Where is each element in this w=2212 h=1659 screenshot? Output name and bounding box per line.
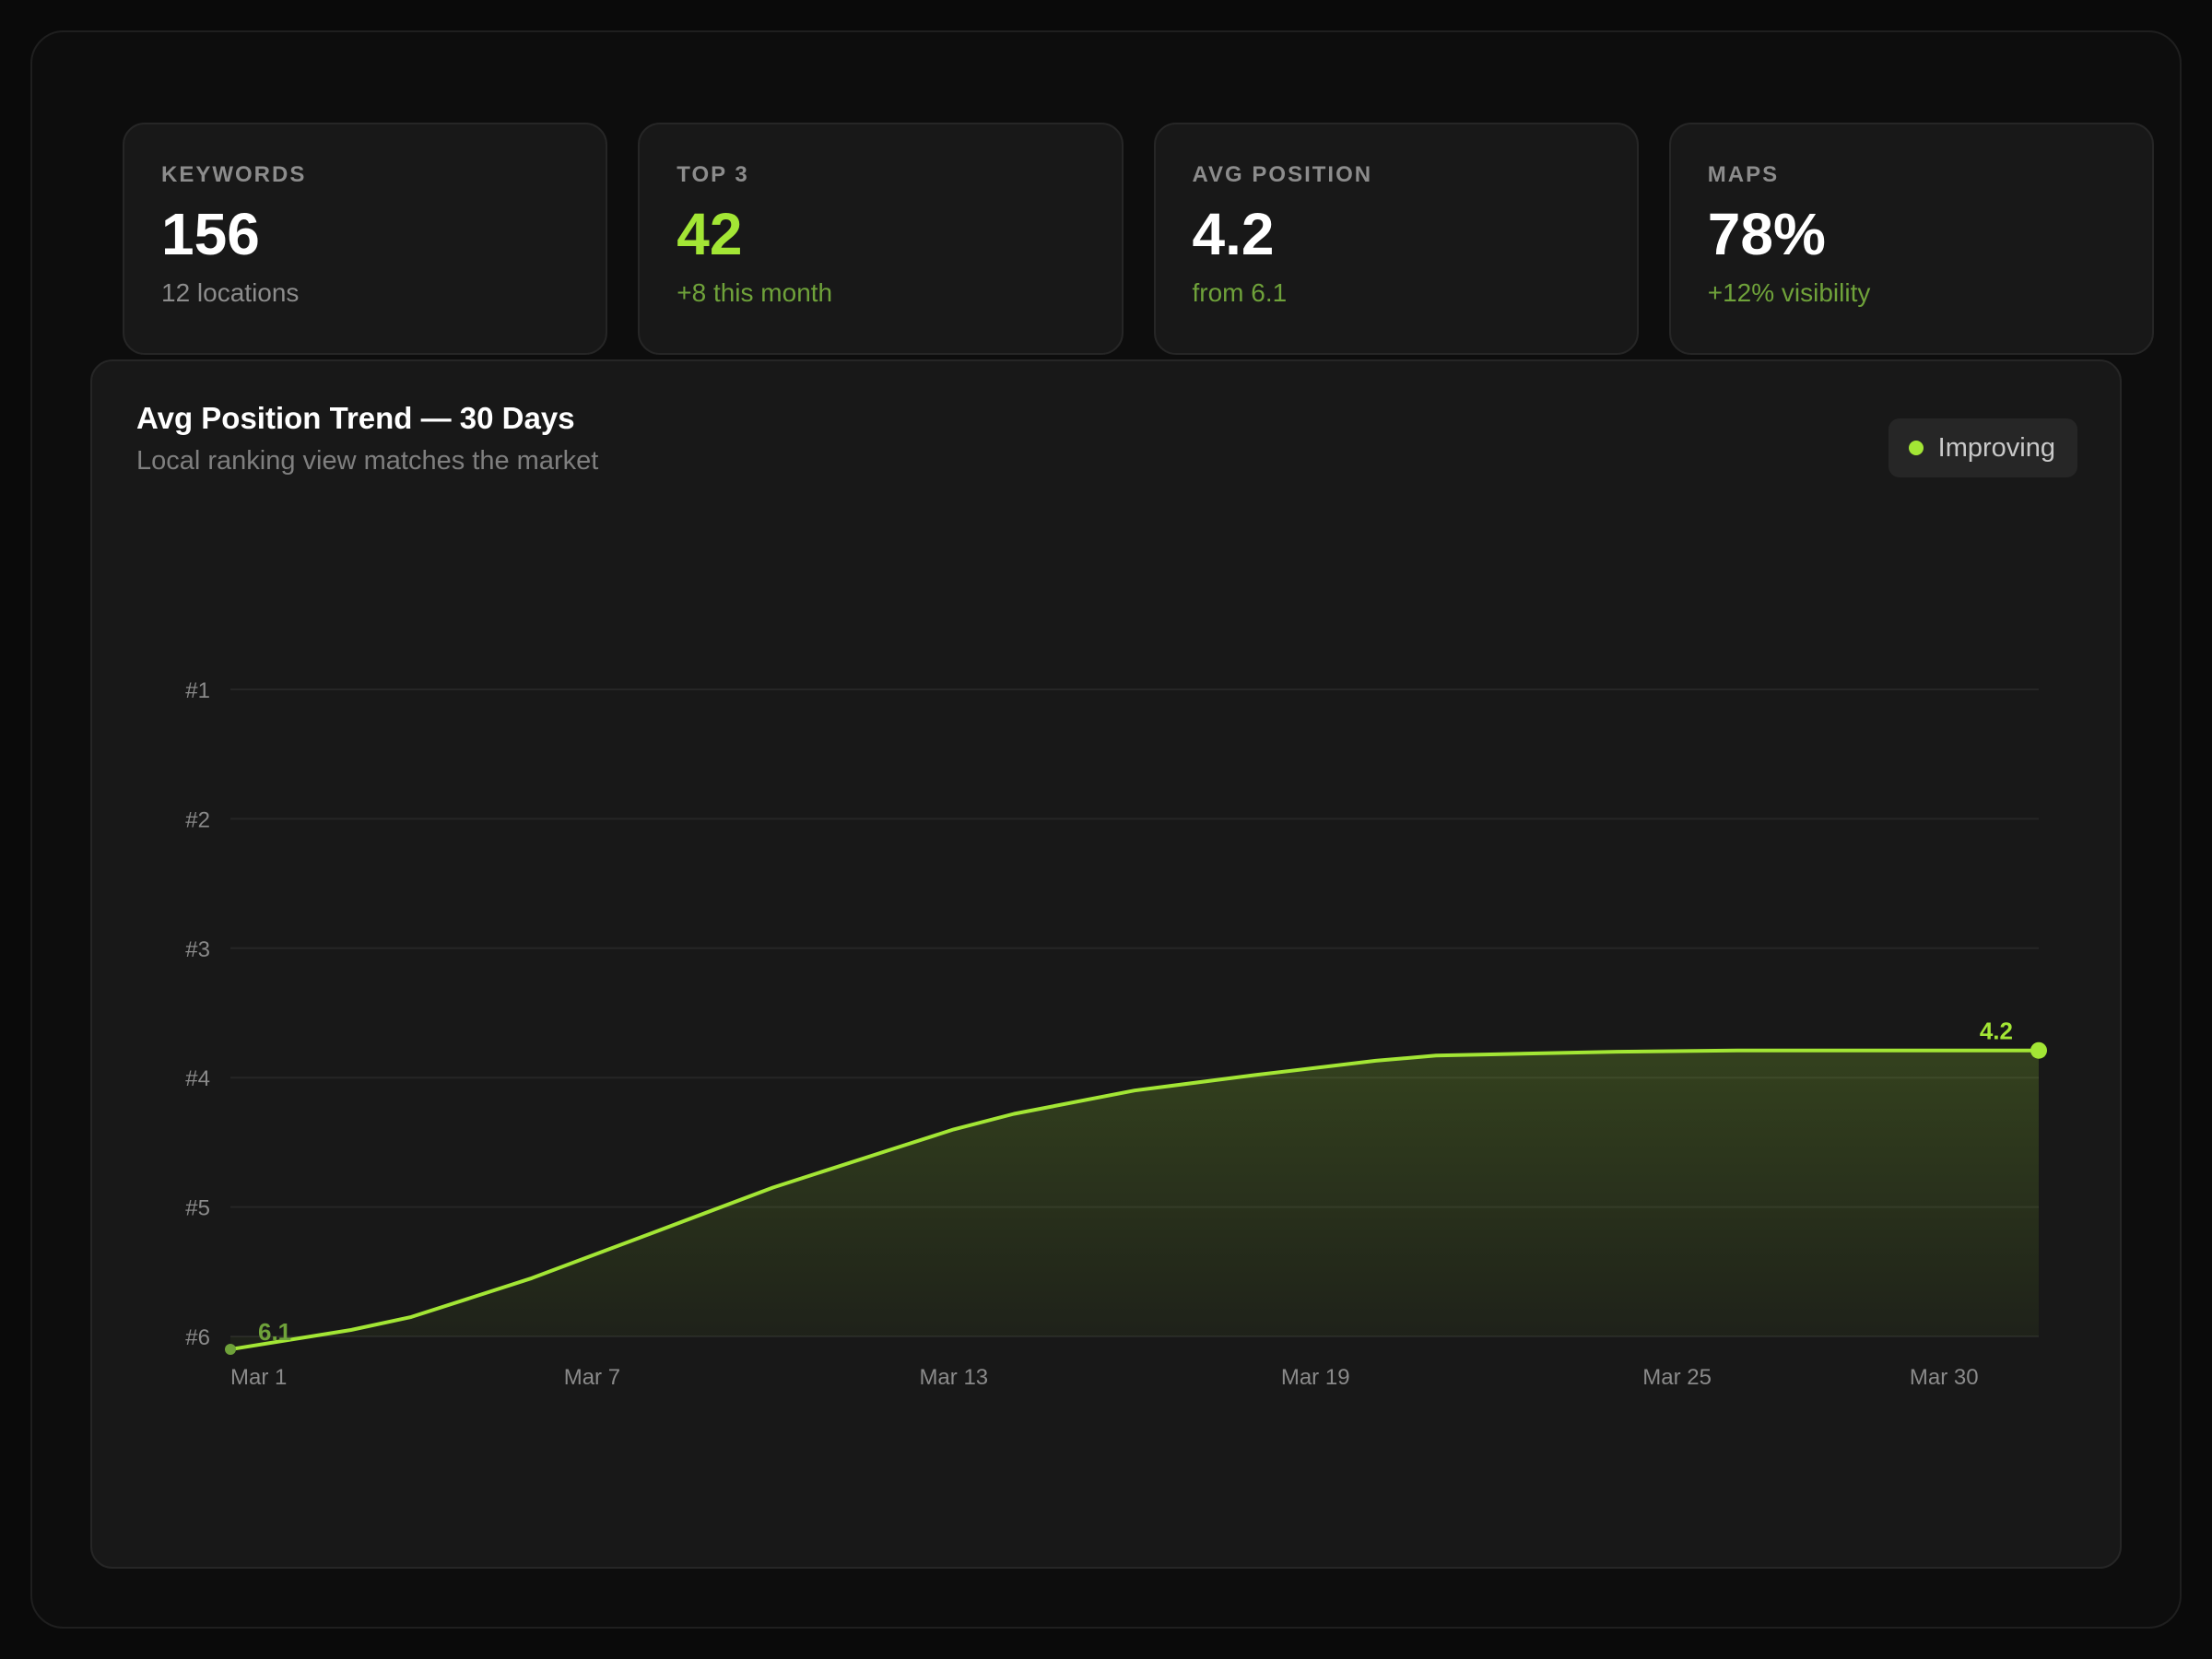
status-badge: Improving (1888, 418, 2077, 477)
y-tick-label: #5 (185, 1196, 210, 1221)
stat-label: MAPS (1707, 162, 1780, 187)
stats-row: KEYWORDS 156 12 locations TOP 3 42 +8 th… (123, 123, 2154, 355)
chart-card: Avg Position Trend — 30 Days Local ranki… (90, 359, 2122, 1569)
stat-sub: +8 this month (677, 278, 833, 307)
stat-label: TOP 3 (677, 162, 749, 187)
data-point (225, 1344, 236, 1356)
stat-card-top3: TOP 3 42 +8 this month (638, 123, 1124, 355)
stat-sub: 12 locations (161, 278, 300, 307)
x-tick-label: Mar 13 (919, 1365, 988, 1390)
y-tick-label: #3 (185, 937, 210, 962)
status-dot-icon (1908, 441, 1924, 455)
stat-sub: +12% visibility (1707, 278, 1871, 307)
x-tick-label: Mar 19 (1281, 1365, 1350, 1390)
stat-value: 78% (1707, 201, 1826, 267)
stat-label: AVG POSITION (1192, 162, 1373, 187)
position-trend-chart: #1 #2 #3 #4 #5 #6 Mar 1 Mar 7 Mar 13 Mar 19 Mar 25… (185, 678, 2047, 1390)
data-label: 4.2 (1980, 1018, 2013, 1045)
stat-card-maps: MAPS 78% +12% visibility (1668, 123, 2154, 355)
y-tick-label: #6 (185, 1325, 210, 1350)
stat-card-keywords: KEYWORDS 156 12 locations (123, 123, 608, 355)
x-tick-label: Mar 30 (1910, 1365, 1979, 1390)
x-tick-label: Mar 1 (230, 1365, 287, 1390)
stat-value: 42 (677, 201, 743, 267)
area-fill (230, 1050, 2039, 1349)
status-badge-label: Improving (1937, 432, 2055, 463)
y-tick-label: #1 (185, 678, 210, 703)
chart-subtitle: Local ranking view matches the market (136, 446, 599, 476)
data-point (2030, 1041, 2047, 1059)
y-tick-label: #4 (185, 1066, 210, 1091)
series-line (229, 1048, 2041, 1351)
stat-label: KEYWORDS (161, 162, 307, 187)
stat-card-avg-position: AVG POSITION 4.2 from 6.1 (1153, 123, 1639, 355)
x-tick-label: Mar 25 (1642, 1365, 1712, 1390)
data-label: 6.1 (258, 1318, 291, 1346)
stat-value: 156 (161, 201, 260, 267)
stat-value: 4.2 (1192, 201, 1275, 267)
chart-title: Avg Position Trend — 30 Days (136, 401, 575, 435)
y-tick-label: #2 (185, 807, 210, 832)
x-tick-label: Mar 7 (564, 1365, 620, 1390)
stat-sub: from 6.1 (1192, 278, 1288, 307)
